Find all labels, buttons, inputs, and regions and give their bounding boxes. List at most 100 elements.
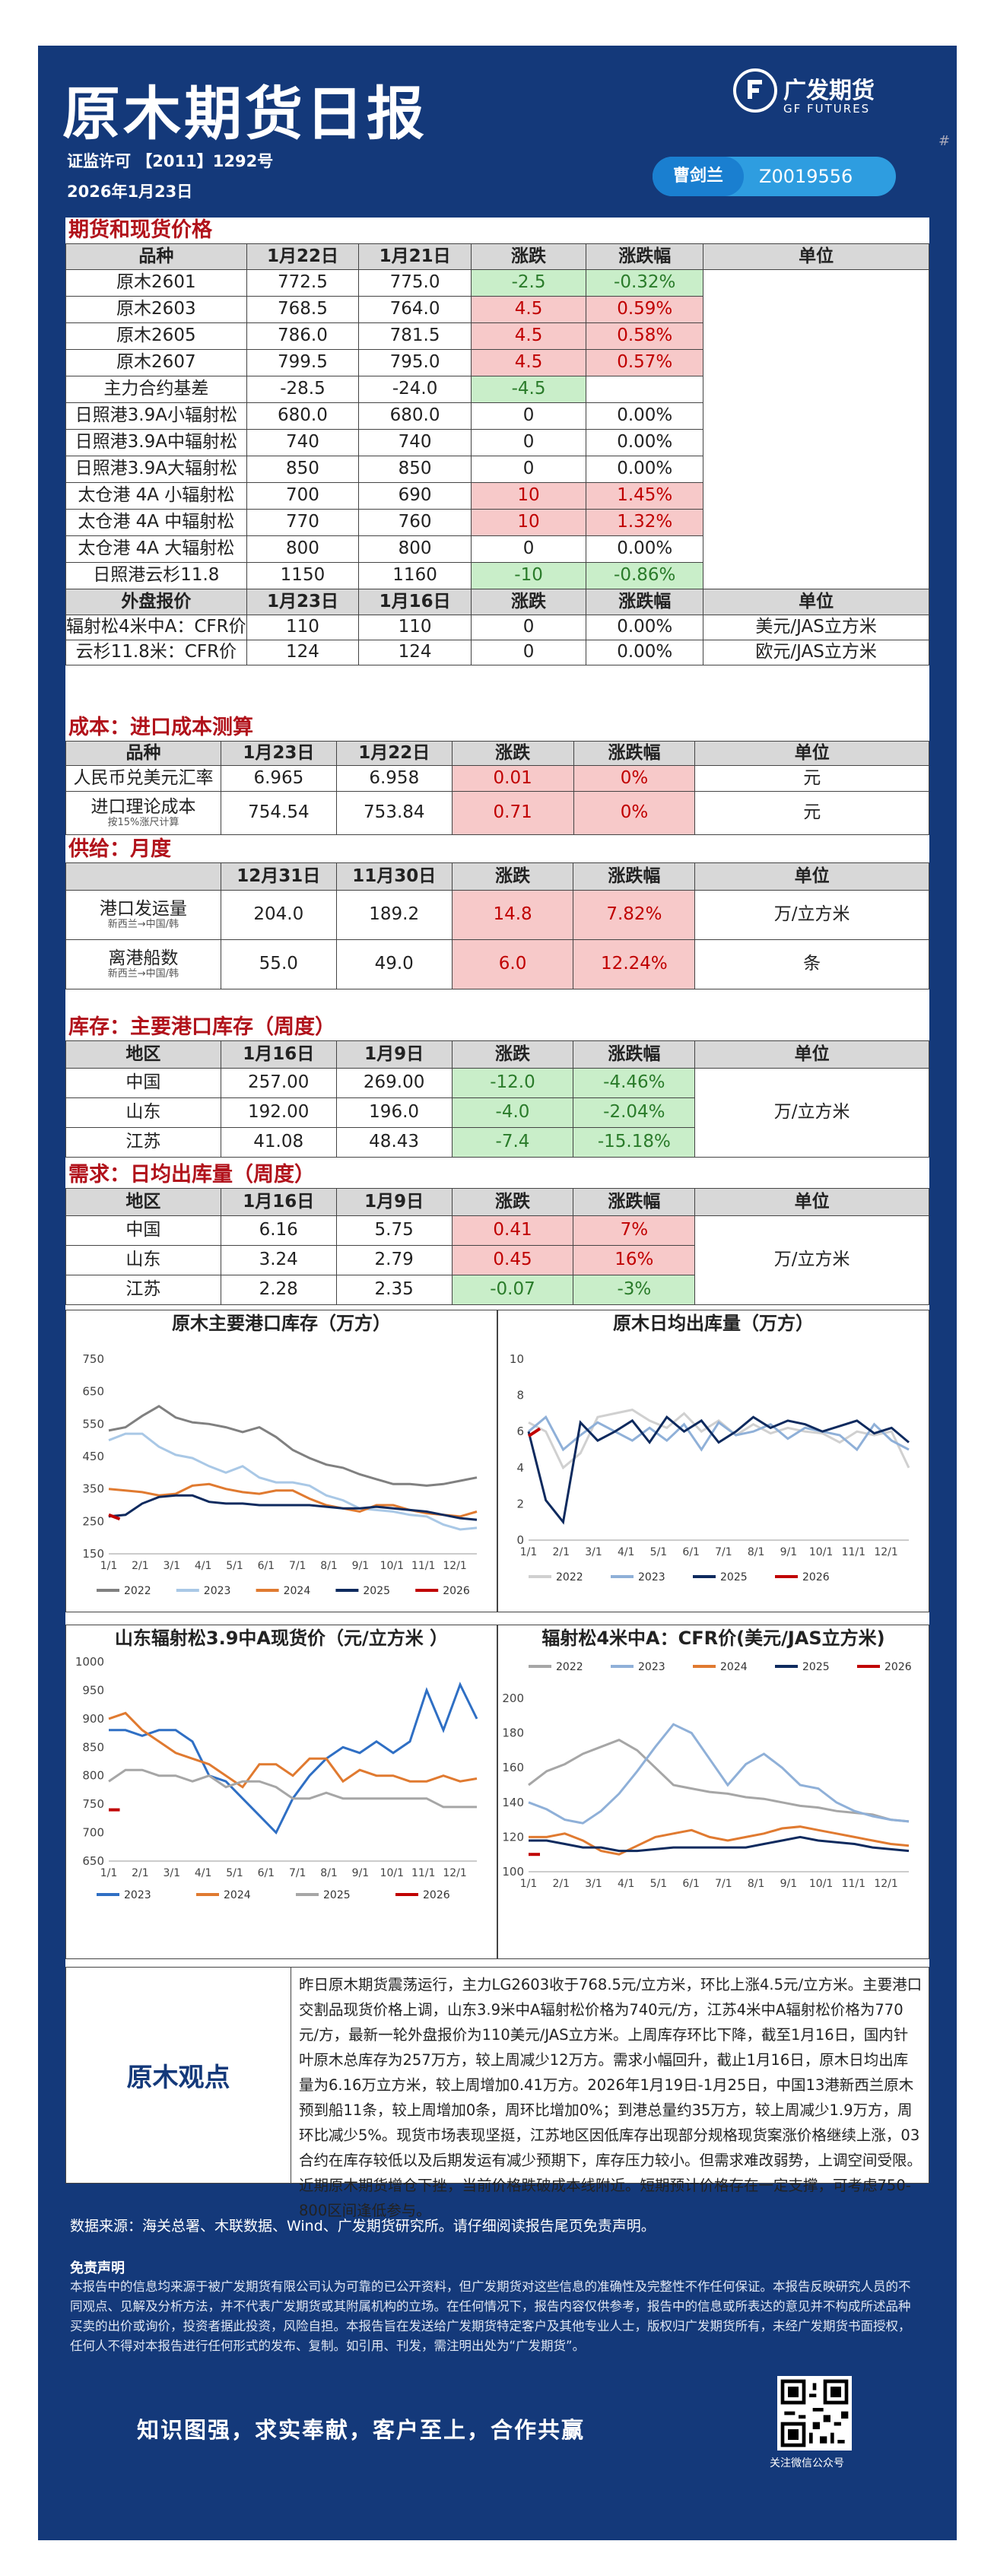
y-tick-label: 850 <box>82 1740 104 1754</box>
table-cell: 中国 <box>65 1215 221 1246</box>
table-row: 山东 192.00 196.0 -4.0 -2.04% <box>65 1097 929 1128</box>
table-cell: 1160 <box>358 562 472 589</box>
item-cell: 进口理论成本 按15%涨尺计算 <box>65 791 221 835</box>
column-header: 涨跌 <box>451 862 574 891</box>
x-tick-label: 5/1 <box>226 1560 243 1572</box>
column-header: 1月23日 <box>220 741 337 766</box>
x-tick-label: 9/1 <box>780 1546 798 1558</box>
table-cell: -24.0 <box>358 376 472 403</box>
hash-mark: # <box>938 133 951 149</box>
table-cell: 0 <box>470 535 587 563</box>
table-cell: 3.24 <box>220 1245 337 1275</box>
unit-cell: 万/立方米 <box>694 1215 929 1305</box>
y-tick-label: 180 <box>502 1726 524 1740</box>
table-row: 原木2607 799.5 795.0 4.5 0.57% <box>65 349 929 376</box>
license-text: 证监许可 【2011】1292号 <box>67 152 274 170</box>
analyst-id: Z0019556 <box>759 166 853 187</box>
table-cell: 5.75 <box>335 1215 453 1246</box>
legend-label: 2022 <box>556 1571 583 1583</box>
table-cell: 太仓港 4A 大辐射松 <box>65 535 247 563</box>
qr-code[interactable] <box>777 2376 852 2451</box>
chart-daily-outbound: 原木日均出库量（万方） 0 2 4 6 8 10 1/1 2/1 3/1 4/1 5/1 6/1 7/1… <box>497 1310 929 1612</box>
table-cell: 元 <box>694 765 929 792</box>
table-cell: 4.5 <box>470 322 587 350</box>
table-cell: 800 <box>246 535 360 563</box>
x-tick-label: 8/1 <box>748 1878 765 1890</box>
table-cell: 0 <box>470 640 587 665</box>
column-header: 涨跌幅 <box>573 741 696 766</box>
legend-label: 2026 <box>884 1661 912 1673</box>
x-tick-label: 8/1 <box>748 1546 765 1558</box>
table-row: 日照港3.9A中辐射松 740 740 0 0.00% <box>65 429 929 456</box>
header-row: 地区 1月16日 1月9日 涨跌 涨跌幅 单位 <box>65 1040 929 1069</box>
column-header: 涨跌 <box>451 741 574 766</box>
column-header: 1月23日 <box>246 589 360 615</box>
market-view: 原木观点 昨日原木期货震荡运行，主力LG2603收于768.5元/立方米，环比上… <box>65 1967 929 2219</box>
column-header: 涨跌 <box>451 1188 574 1216</box>
analyst-badge: 曹剑兰 Z0019556 <box>653 157 896 196</box>
column-header: 涨跌幅 <box>586 243 704 270</box>
table-cell: -4.46% <box>573 1068 696 1098</box>
header-row: 外盘报价 1月23日 1月16日 涨跌 涨跌幅 单位 <box>65 589 929 615</box>
chart-title: 原木主要港口库存（万方） <box>66 1310 497 1336</box>
table-cell: 原木2603 <box>65 296 247 323</box>
item-cell: 离港船数 新西兰→中国/韩 <box>65 939 221 989</box>
column-header: 单位 <box>694 741 929 766</box>
legend-label: 2025 <box>720 1571 748 1583</box>
column-header: 1月16日 <box>220 1040 337 1069</box>
table-cell: 0.58% <box>586 322 704 350</box>
table-cell: 0.00% <box>586 402 704 430</box>
table-cell: 欧元/JAS立方米 <box>703 640 929 665</box>
report-title: 原木期货日报 <box>62 80 427 148</box>
table-cell: 799.5 <box>246 349 360 376</box>
y-tick-label: 1000 <box>75 1655 104 1669</box>
analyst-name: 曹剑兰 <box>653 157 744 196</box>
table-row: 中国 6.16 5.75 0.41 7% 万/立方米 <box>65 1215 929 1305</box>
column-header: 单位 <box>694 1040 929 1069</box>
table-cell: 1150 <box>246 562 360 589</box>
table-cell: 江苏 <box>65 1127 221 1158</box>
header-row: 地区 1月16日 1月9日 涨跌 涨跌幅 单位 <box>65 1188 929 1216</box>
x-tick-label: 1/1 <box>520 1546 538 1558</box>
table-cell: 原木2601 <box>65 269 247 297</box>
column-header: 涨跌 <box>470 243 587 270</box>
table-row: 太仓港 4A 大辐射松 800 800 0 0.00% <box>65 535 929 563</box>
legend-label: 2025 <box>363 1585 390 1597</box>
legend-label: 2023 <box>638 1571 665 1583</box>
logo-en: GF FUTURES <box>783 102 871 116</box>
table-row: 日照港3.9A小辐射松 680.0 680.0 0 0.00% <box>65 402 929 430</box>
x-tick-label: 2/1 <box>552 1546 570 1558</box>
x-tick-label: 10/1 <box>380 1560 404 1572</box>
table-cell: 850 <box>246 456 360 483</box>
table-cell: 太仓港 4A 中辐射松 <box>65 509 247 536</box>
table-cell <box>586 376 703 403</box>
table-cell: 山东 <box>65 1245 221 1275</box>
item-note: 新西兰→中国/韩 <box>107 967 179 980</box>
x-tick-label: 5/1 <box>226 1867 243 1879</box>
report-date: 2026年1月23日 <box>67 183 193 201</box>
x-tick-label: 10/1 <box>809 1878 833 1890</box>
x-tick-label: 3/1 <box>163 1867 180 1879</box>
column-header: 涨跌幅 <box>573 1040 696 1069</box>
table-cell: 10 <box>470 482 587 510</box>
cost-table: 品种 1月23日 1月22日 涨跌 涨跌幅 单位 人民币兑美元汇率 6.965 6.958 0.0… <box>65 741 929 835</box>
y-tick-label: 800 <box>82 1769 104 1783</box>
table-row: 进口理论成本 按15%涨尺计算 754.54 753.84 0.71 0% 元 <box>65 791 929 835</box>
unit-cell: 万/立方米 <box>694 1068 929 1158</box>
x-tick-label: 9/1 <box>780 1878 798 1890</box>
y-tick-label: 350 <box>82 1482 104 1496</box>
table-cell: 山东 <box>65 1097 221 1128</box>
series-line-2023 <box>108 1432 478 1531</box>
table-cell: -28.5 <box>246 376 360 403</box>
x-tick-label: 3/1 <box>585 1878 602 1890</box>
legend-label: 2022 <box>124 1585 151 1597</box>
y-tick-label: 550 <box>82 1417 104 1431</box>
table-row: 中国 257.00 269.00 -12.0 -4.46% 万/立方米 <box>65 1068 929 1158</box>
chart-title: 山东辐射松3.9中A现货价（元/立方米 ） <box>66 1625 497 1651</box>
table-cell: 2.79 <box>335 1245 453 1275</box>
x-tick-label: 11/1 <box>411 1867 435 1879</box>
y-tick-label: 750 <box>82 1352 104 1366</box>
legend-label: 2024 <box>284 1585 311 1597</box>
table-cell: 元 <box>694 791 929 835</box>
x-tick-label: 1/1 <box>520 1878 538 1890</box>
